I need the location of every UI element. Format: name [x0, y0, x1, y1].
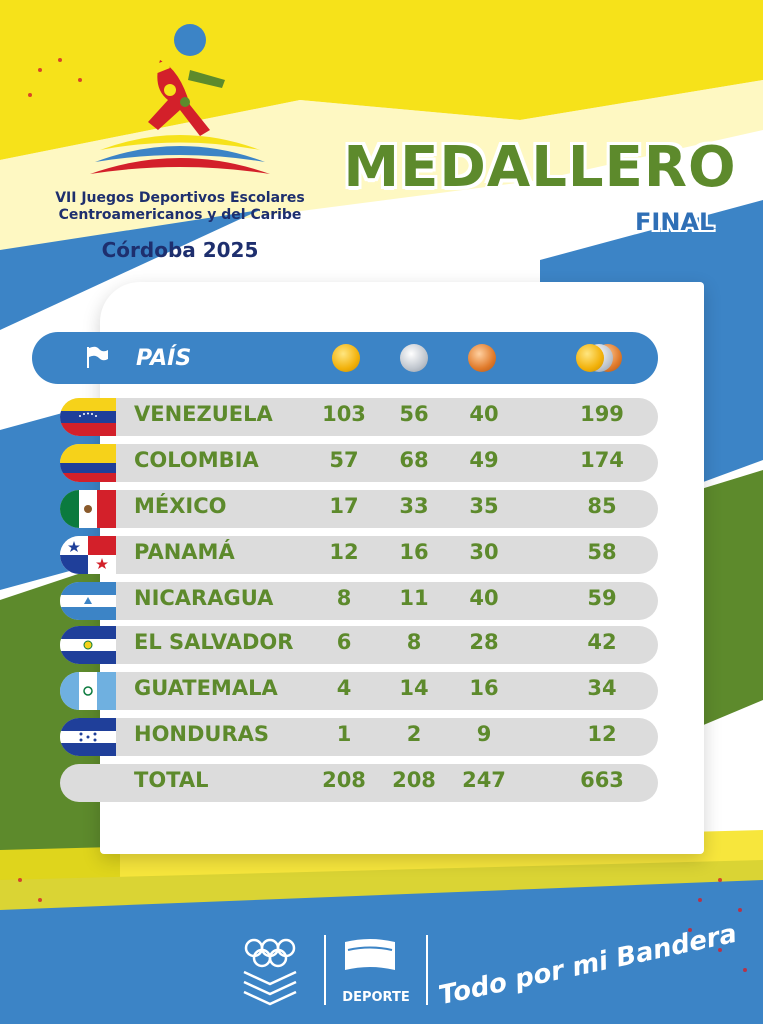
silver-total: 208: [392, 768, 436, 792]
table-row: MÉXICO 17 33 35 85: [60, 490, 658, 528]
total-count: 42: [587, 630, 617, 654]
flag-icon: [87, 346, 108, 368]
bronze-count: 40: [469, 586, 499, 610]
event-city: Córdoba 2025: [101, 238, 259, 262]
table-row: VENEZUELA 103 56 40 199: [60, 398, 658, 436]
table-row: COLOMBIA 57 68 49 174: [60, 444, 658, 482]
country-name: GUATEMALA: [134, 676, 278, 700]
gold-count: 12: [329, 540, 359, 564]
silver-count: 11: [399, 586, 429, 610]
total-count: 199: [580, 402, 624, 426]
total-count: 174: [580, 448, 624, 472]
colombia-flag-icon: [60, 444, 116, 482]
table-row: PANAMÁ 12 16 30 58: [60, 536, 658, 574]
country-name: COLOMBIA: [134, 448, 259, 472]
country-name: EL SALVADOR: [134, 630, 294, 654]
table-row: NICARAGUA 8 11 40 59: [60, 582, 658, 620]
silver-count: 2: [406, 722, 422, 746]
header-country: PAÍS: [136, 346, 192, 371]
olympic-committee-logo: [243, 938, 297, 1006]
totals-row: TOTAL 208 208 247 663: [60, 764, 658, 802]
gold-medal-icon: [332, 344, 360, 372]
total-count: 34: [587, 676, 617, 700]
footer-logos: [243, 935, 428, 1006]
gold-count: 4: [336, 676, 352, 700]
venezuela-flag-icon: [60, 398, 116, 436]
silver-count: 33: [399, 494, 429, 518]
silver-count: 68: [399, 448, 429, 472]
silver-count: 8: [406, 630, 422, 654]
silver-count: 56: [399, 402, 429, 426]
bronze-count: 16: [469, 676, 499, 700]
grand-total: 663: [580, 768, 624, 792]
gold-count: 8: [336, 586, 352, 610]
gold-count: 17: [329, 494, 359, 518]
page-subtitle: FINAL: [635, 208, 715, 236]
total-count: 58: [587, 540, 617, 564]
bronze-count: 40: [469, 402, 499, 426]
country-name: VENEZUELA: [134, 402, 273, 426]
mexico-flag-icon: [60, 490, 116, 528]
ministry-label: DEPORTE: [342, 990, 410, 1005]
bronze-medal-icon: [468, 344, 496, 372]
total-count: 85: [587, 494, 617, 518]
bronze-total: 247: [462, 768, 506, 792]
page-title: MEDALLERO: [343, 135, 737, 200]
gold-count: 6: [336, 630, 352, 654]
panama-flag-icon: [60, 536, 116, 574]
silver-count: 16: [399, 540, 429, 564]
bronze-count: 35: [469, 494, 499, 518]
ministry-logo: [345, 939, 395, 970]
country-name: NICARAGUA: [134, 586, 274, 610]
medals-total-icon: [576, 344, 622, 372]
gold-count: 1: [336, 722, 352, 746]
country-name: PANAMÁ: [134, 540, 235, 564]
total-count: 12: [587, 722, 617, 746]
nicaragua-flag-icon: [60, 582, 116, 620]
totals-label: TOTAL: [134, 768, 209, 792]
guatemala-flag-icon: [60, 672, 116, 710]
gold-count: 57: [329, 448, 359, 472]
silver-medal-icon: [400, 344, 428, 372]
honduras-flag-icon: [60, 718, 116, 756]
event-name: VII Juegos Deportivos Escolares Centroam…: [30, 190, 330, 224]
table-row: HONDURAS 1 2 9 12: [60, 718, 658, 756]
el-salvador-flag-icon: [60, 626, 116, 664]
country-name: MÉXICO: [134, 494, 227, 518]
bronze-count: 49: [469, 448, 499, 472]
silver-count: 14: [399, 676, 429, 700]
table-row: GUATEMALA 4 14 16 34: [60, 672, 658, 710]
table-row: EL SALVADOR 6 8 28 42: [60, 626, 658, 664]
event-name-line2: Centroamericanos y del Caribe: [58, 207, 302, 223]
total-count: 59: [587, 586, 617, 610]
gold-total: 208: [322, 768, 366, 792]
country-name: HONDURAS: [134, 722, 270, 746]
event-logo: [90, 24, 270, 174]
bronze-count: 30: [469, 540, 499, 564]
bronze-count: 28: [469, 630, 499, 654]
bronze-count: 9: [476, 722, 492, 746]
event-name-line1: VII Juegos Deportivos Escolares: [55, 190, 305, 206]
gold-count: 103: [322, 402, 366, 426]
